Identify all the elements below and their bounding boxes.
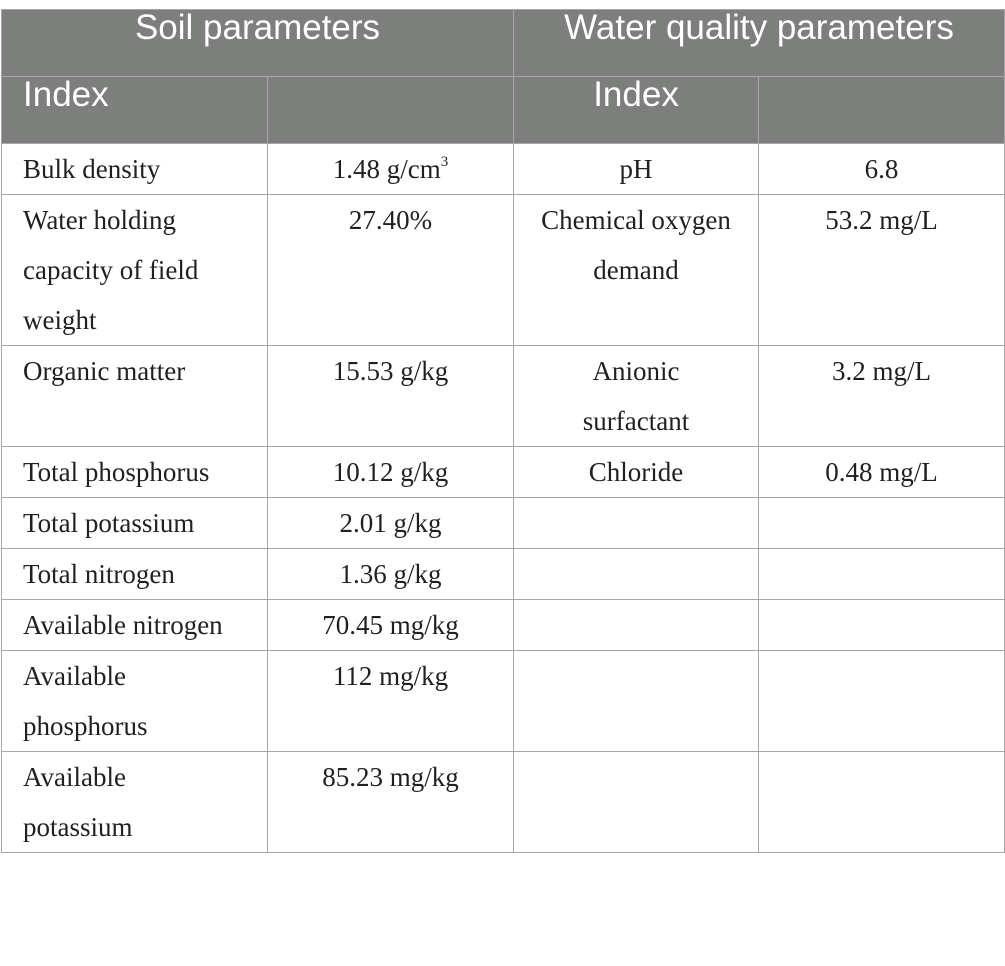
table-row: Water holding capacity of field weight 2… <box>1 194 1005 346</box>
soil-parameters-header: Soil parameters <box>0 9 515 77</box>
soil-value-cell: 112 mg/kg <box>266 650 515 752</box>
table-row: Total nitrogen 1.36 g/kg <box>1 548 1005 600</box>
soil-value-text: 1.48 g/cm <box>332 154 441 184</box>
water-quality-parameters-header: Water quality parameters <box>513 9 1005 77</box>
soil-index-cell: Organic matter <box>1 345 268 447</box>
table-row: Available nitrogen 70.45 mg/kg <box>1 599 1005 651</box>
soil-value-cell: 2.01 g/kg <box>266 497 515 549</box>
soil-index-cell: Available nitrogen <box>1 599 268 651</box>
soil-index-cell: Available phosphorus <box>1 650 268 752</box>
water-value-cell: 0.48 mg/L <box>758 446 1005 498</box>
unit-superscript: 3 <box>440 154 449 170</box>
soil-value-cell: 15.53 g/kg <box>266 345 515 447</box>
soil-index-cell: Bulk density <box>1 143 268 195</box>
water-value-cell <box>758 650 1005 752</box>
soil-index-cell: Total nitrogen <box>1 548 268 600</box>
water-index-cell: Anionic surfactant <box>513 345 760 447</box>
water-index-cell: Chemical oxygen demand <box>513 194 760 346</box>
parameters-table: Soil parameters Water quality parameters… <box>0 9 1005 853</box>
table-row: Bulk density 1.48 g/cm3 pH 6.8 <box>1 143 1005 195</box>
soil-index-cell: Total potassium <box>1 497 268 549</box>
soil-index-cell: Total phosphorus <box>1 446 268 498</box>
water-index-cell: pH <box>513 143 760 195</box>
header-sub-row: Index Index <box>1 76 1005 144</box>
water-value-cell <box>758 497 1005 549</box>
table-row: Organic matter 15.53 g/kg Anionic surfac… <box>1 345 1005 447</box>
soil-index-cell: Available potassium <box>1 751 268 853</box>
water-value-cell: 3.2 mg/L <box>758 345 1005 447</box>
water-index-cell <box>513 751 760 853</box>
soil-value-cell: 70.45 mg/kg <box>266 599 515 651</box>
water-index-cell <box>513 650 760 752</box>
water-index-cell: Chloride <box>513 446 760 498</box>
soil-value-cell: 1.48 g/cm3 <box>266 143 515 195</box>
water-value-header <box>758 76 1005 144</box>
water-index-cell <box>513 497 760 549</box>
table-row: Total phosphorus 10.12 g/kg Chloride 0.4… <box>1 446 1005 498</box>
soil-index-header: Index <box>1 76 268 144</box>
water-value-cell <box>758 548 1005 600</box>
soil-value-header <box>266 76 515 144</box>
soil-index-cell: Water holding capacity of field weight <box>1 194 268 346</box>
soil-value-cell: 27.40% <box>266 194 515 346</box>
soil-value-cell: 10.12 g/kg <box>266 446 515 498</box>
table-row: Available potassium 85.23 mg/kg <box>1 751 1005 853</box>
water-index-header: Index <box>513 76 760 144</box>
table-row: Total potassium 2.01 g/kg <box>1 497 1005 549</box>
table-row: Available phosphorus 112 mg/kg <box>1 650 1005 752</box>
water-value-cell <box>758 751 1005 853</box>
water-value-cell: 6.8 <box>758 143 1005 195</box>
water-index-cell <box>513 548 760 600</box>
water-index-cell <box>513 599 760 651</box>
soil-value-cell: 1.36 g/kg <box>266 548 515 600</box>
water-value-cell <box>758 599 1005 651</box>
water-value-cell: 53.2 mg/L <box>758 194 1005 346</box>
soil-value-cell: 85.23 mg/kg <box>266 751 515 853</box>
header-group-row: Soil parameters Water quality parameters <box>0 9 1005 77</box>
